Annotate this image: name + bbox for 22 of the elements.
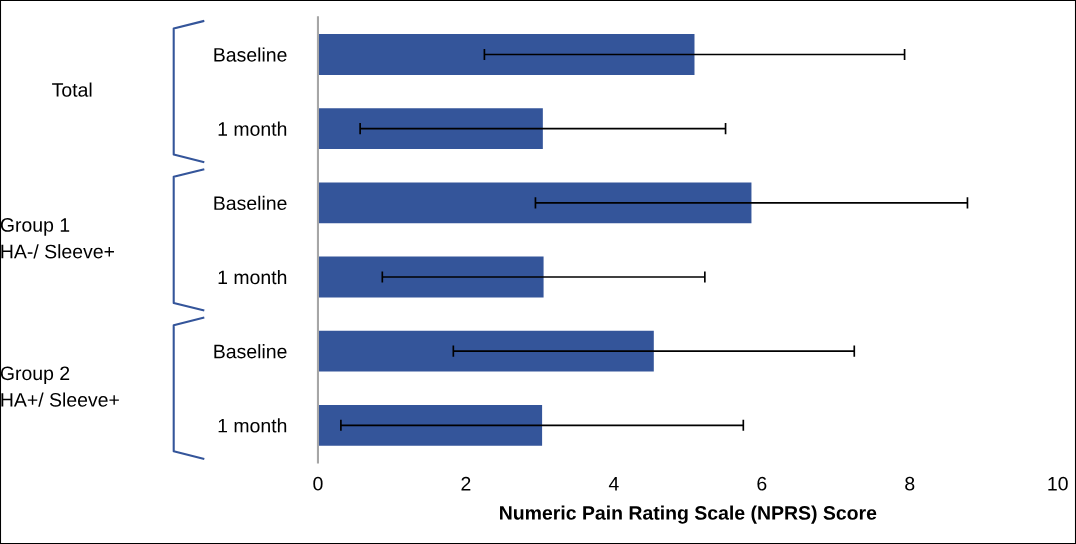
bar bbox=[317, 404, 543, 446]
text: Total bbox=[52, 82, 92, 97]
text: Group 2 HA+/ Sleeve+ bbox=[0, 366, 119, 407]
x-tick-label: 0 bbox=[313, 476, 323, 491]
bar bbox=[317, 182, 752, 224]
x-tick-label: 10 bbox=[1048, 476, 1068, 491]
y-tick-label: Baseline bbox=[214, 344, 287, 359]
x-axis-title: Numeric Pain Rating Scale (NPRS) Score bbox=[500, 505, 877, 524]
x-tick-label: 4 bbox=[608, 477, 619, 491]
bar bbox=[317, 256, 544, 298]
bar bbox=[317, 34, 695, 75]
y-tick-label: 1 month bbox=[218, 418, 287, 433]
x-tick-label: 8 bbox=[905, 476, 915, 491]
text: Group 1 HA-/ Sleeve+ bbox=[0, 218, 115, 259]
y-tick-label: 1 month bbox=[218, 121, 287, 136]
y-tick-label: Baseline bbox=[214, 195, 287, 211]
x-tick-label: 6 bbox=[757, 476, 767, 491]
bar bbox=[317, 330, 654, 372]
y-tick-label: Baseline bbox=[214, 47, 287, 62]
x-tick-label: 2 bbox=[461, 476, 471, 491]
y-tick-label: 1 month bbox=[218, 269, 287, 285]
bar bbox=[317, 108, 543, 150]
